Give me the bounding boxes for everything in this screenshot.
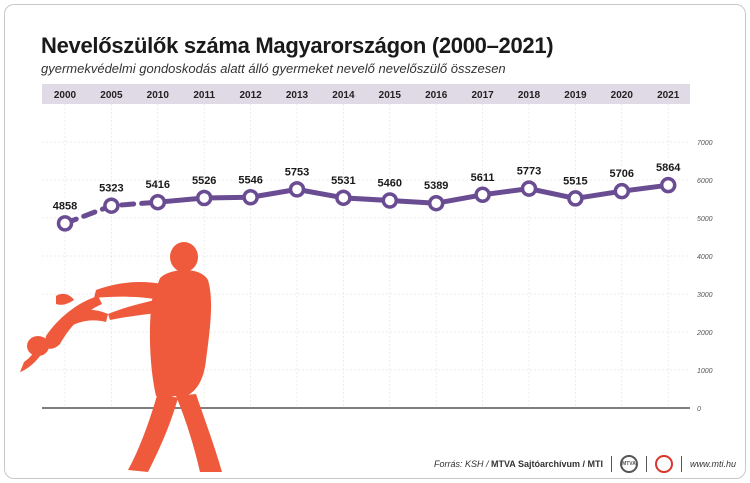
data-point bbox=[288, 181, 306, 198]
data-label: 5416 bbox=[146, 179, 170, 191]
separator bbox=[610, 456, 612, 472]
x-tick-label: 2020 bbox=[611, 90, 634, 101]
mti-logo-icon bbox=[654, 455, 673, 473]
x-tick-label: 2015 bbox=[379, 90, 402, 101]
series-line-solid bbox=[157, 182, 669, 206]
data-label: 5323 bbox=[99, 183, 123, 195]
data-label: 5753 bbox=[285, 166, 309, 178]
site-url: www.mti.hu bbox=[689, 459, 736, 469]
y-tick-label: 1000 bbox=[697, 368, 713, 375]
data-point bbox=[335, 189, 352, 207]
data-label: 5864 bbox=[656, 162, 681, 174]
data-label: 4858 bbox=[53, 200, 77, 212]
separator bbox=[645, 456, 647, 472]
x-tick-label: 2016 bbox=[425, 90, 448, 101]
data-point bbox=[103, 197, 120, 214]
x-tick-label: 2018 bbox=[518, 90, 541, 101]
source-prefix: Forrás: KSH / bbox=[433, 459, 491, 469]
x-tick-label: 2021 bbox=[657, 90, 680, 101]
chart-subtitle: gyermekvédelmi gondoskodás alatt álló gy… bbox=[41, 61, 506, 76]
x-tick-label: 2011 bbox=[193, 90, 215, 101]
data-label: 5526 bbox=[192, 175, 216, 187]
source-text: Forrás: KSH / MTVA Sajtóarchívum / MTI bbox=[434, 459, 603, 469]
x-tick-label: 2017 bbox=[471, 90, 494, 101]
y-axis-ticks: 0 1000 2000 3000 4000 5000 6000 7000 bbox=[696, 140, 713, 413]
x-tick-label: 2005 bbox=[100, 90, 123, 101]
data-label: 5460 bbox=[378, 178, 402, 190]
x-axis-year-labels: 2000 2005 2010 2011 2012 2013 2014 2015 2016 2017… bbox=[54, 90, 680, 101]
data-label: 5531 bbox=[331, 175, 355, 187]
y-tick-label: 0 bbox=[697, 406, 701, 413]
mtva-logo-icon: MTVA bbox=[619, 455, 638, 473]
data-label: 5773 bbox=[517, 166, 541, 178]
data-label: 5389 bbox=[424, 180, 448, 192]
data-point bbox=[195, 189, 213, 207]
y-tick-label: 6000 bbox=[697, 178, 713, 185]
data-point bbox=[474, 186, 491, 204]
data-label: 5706 bbox=[610, 168, 634, 180]
year-header-band bbox=[42, 84, 690, 104]
infographic-frame: Nevelőszülők száma Magyarországon (2000–… bbox=[4, 4, 746, 479]
footer: Forrás: KSH / MTVA Sajtóarchívum / MTI M… bbox=[434, 455, 736, 473]
y-tick-label: 3000 bbox=[697, 292, 713, 299]
x-tick-label: 2000 bbox=[54, 90, 77, 101]
data-label: 5611 bbox=[471, 172, 495, 184]
data-point bbox=[520, 180, 538, 197]
x-tick-label: 2013 bbox=[286, 90, 309, 101]
y-tick-label: 4000 bbox=[697, 254, 713, 261]
chart-title: Nevelőszülők száma Magyarországon (2000–… bbox=[41, 33, 554, 58]
separator bbox=[680, 456, 682, 472]
x-tick-label: 2019 bbox=[564, 90, 587, 101]
data-point bbox=[56, 215, 74, 232]
data-point bbox=[242, 189, 259, 206]
data-point bbox=[381, 192, 399, 209]
x-tick-label: 2012 bbox=[239, 90, 262, 101]
y-tick-label: 2000 bbox=[696, 330, 713, 337]
data-point bbox=[613, 182, 631, 200]
data-label: 5546 bbox=[238, 174, 262, 186]
parent-child-silhouette-icon bbox=[20, 242, 222, 472]
data-point bbox=[659, 176, 677, 194]
source-bold: MTVA Sajtóarchívum / MTI bbox=[490, 459, 603, 469]
data-label: 5515 bbox=[563, 175, 587, 187]
data-point bbox=[567, 190, 584, 207]
data-points bbox=[56, 176, 677, 232]
x-tick-label: 2010 bbox=[147, 90, 170, 101]
data-point bbox=[427, 194, 445, 212]
y-tick-label: 7000 bbox=[697, 140, 713, 147]
data-point bbox=[149, 193, 167, 211]
gridlines bbox=[42, 104, 690, 409]
data-labels: 4858 5323 5416 5526 5546 5753 5531 5460 5389 5611… bbox=[53, 162, 682, 212]
y-tick-label: 5000 bbox=[697, 216, 713, 223]
x-tick-label: 2014 bbox=[332, 90, 355, 101]
